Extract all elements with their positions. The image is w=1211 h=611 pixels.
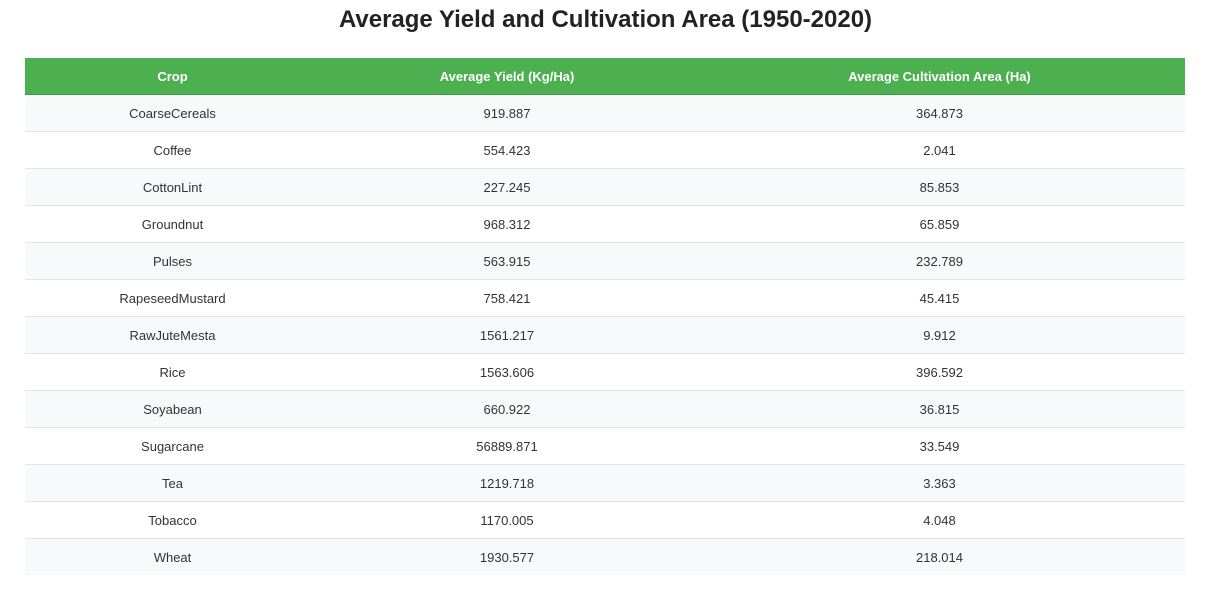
table-cell-crop: CottonLint [25,168,320,206]
table-body: CoarseCereals 919.887 364.873 Coffee 554.423… [25,94,1185,575]
table-cell-crop: Coffee [25,131,320,169]
table-cell-average-yield: 758.421 [320,279,694,317]
table-header-row: Crop Average Yield (Kg/Ha) Average Culti… [25,58,1185,95]
table-cell-average-cultivation-area: 45.415 [694,279,1185,317]
table-cell-average-cultivation-area: 2.041 [694,131,1185,169]
table-row: Pulses 563.915 232.789 [25,242,1185,280]
table-row: Coffee 554.423 2.041 [25,131,1185,169]
table-cell-average-cultivation-area: 3.363 [694,464,1185,502]
page-title: Average Yield and Cultivation Area (1950… [338,6,873,33]
table-row: Groundnut 968.312 65.859 [25,205,1185,243]
table-row: Soyabean 660.922 36.815 [25,390,1185,428]
table-cell-crop: Tobacco [25,501,320,539]
table-cell-average-yield: 968.312 [320,205,694,243]
table-cell-crop: Rice [25,353,320,391]
table-cell-crop: Pulses [25,242,320,280]
table-row: Wheat 1930.577 218.014 [25,538,1185,575]
table-cell-average-cultivation-area: 232.789 [694,242,1185,280]
table-cell-crop: Sugarcane [25,427,320,465]
table-cell-average-yield: 1563.606 [320,353,694,391]
table-cell-crop: RapeseedMustard [25,279,320,317]
table-cell-average-cultivation-area: 218.014 [916,549,963,565]
table-cell-average-yield: 56889.871 [320,427,694,465]
table-cell-average-yield: 1930.577 [479,549,535,565]
table-cell-average-cultivation-area: 65.859 [694,205,1185,243]
table-cell-crop: Wheat [153,549,192,565]
table-cell-crop: RawJuteMesta [25,316,320,354]
table-cell-average-yield: 919.887 [320,94,694,132]
table-row: Tea 1219.718 3.363 [25,464,1185,502]
table-cell-average-cultivation-area: 85.853 [694,168,1185,206]
table-cell-average-cultivation-area: 396.592 [694,353,1185,391]
table-cell-average-yield: 227.245 [320,168,694,206]
table-cell-average-yield: 1219.718 [320,464,694,502]
table-row: Tobacco 1170.005 4.048 [25,501,1185,539]
column-header-average-cultivation-area: Average Cultivation Area (Ha) [694,58,1185,95]
table-row: RawJuteMesta 1561.217 9.912 [25,316,1185,354]
table-cell-crop: Tea [25,464,320,502]
table-cell-average-yield: 660.922 [320,390,694,428]
table-cell-crop: Groundnut [25,205,320,243]
table-cell-crop: Soyabean [25,390,320,428]
data-table: Crop Average Yield (Kg/Ha) Average Culti… [25,58,1185,575]
table-cell-average-yield: 554.423 [320,131,694,169]
table-cell-average-cultivation-area: 364.873 [694,94,1185,132]
table-cell-crop: CoarseCereals [25,94,320,132]
table-cell-average-cultivation-area: 4.048 [694,501,1185,539]
column-header-average-yield: Average Yield (Kg/Ha) [320,58,694,95]
table-cell-average-cultivation-area: 9.912 [694,316,1185,354]
table-cell-average-cultivation-area: 33.549 [694,427,1185,465]
table-cell-average-yield: 1170.005 [320,501,694,539]
data-table-container: Crop Average Yield (Kg/Ha) Average Culti… [25,58,1185,575]
table-row: Rice 1563.606 396.592 [25,353,1185,391]
table-row: RapeseedMustard 758.421 45.415 [25,279,1185,317]
table-row: CoarseCereals 919.887 364.873 [25,94,1185,132]
table-row: Sugarcane 56889.871 33.549 [25,427,1185,465]
table-cell-average-yield: 563.915 [320,242,694,280]
table-cell-average-cultivation-area: 36.815 [694,390,1185,428]
column-header-crop: Crop [25,58,320,95]
table-row: CottonLint 227.245 85.853 [25,168,1185,206]
table-cell-average-yield: 1561.217 [320,316,694,354]
